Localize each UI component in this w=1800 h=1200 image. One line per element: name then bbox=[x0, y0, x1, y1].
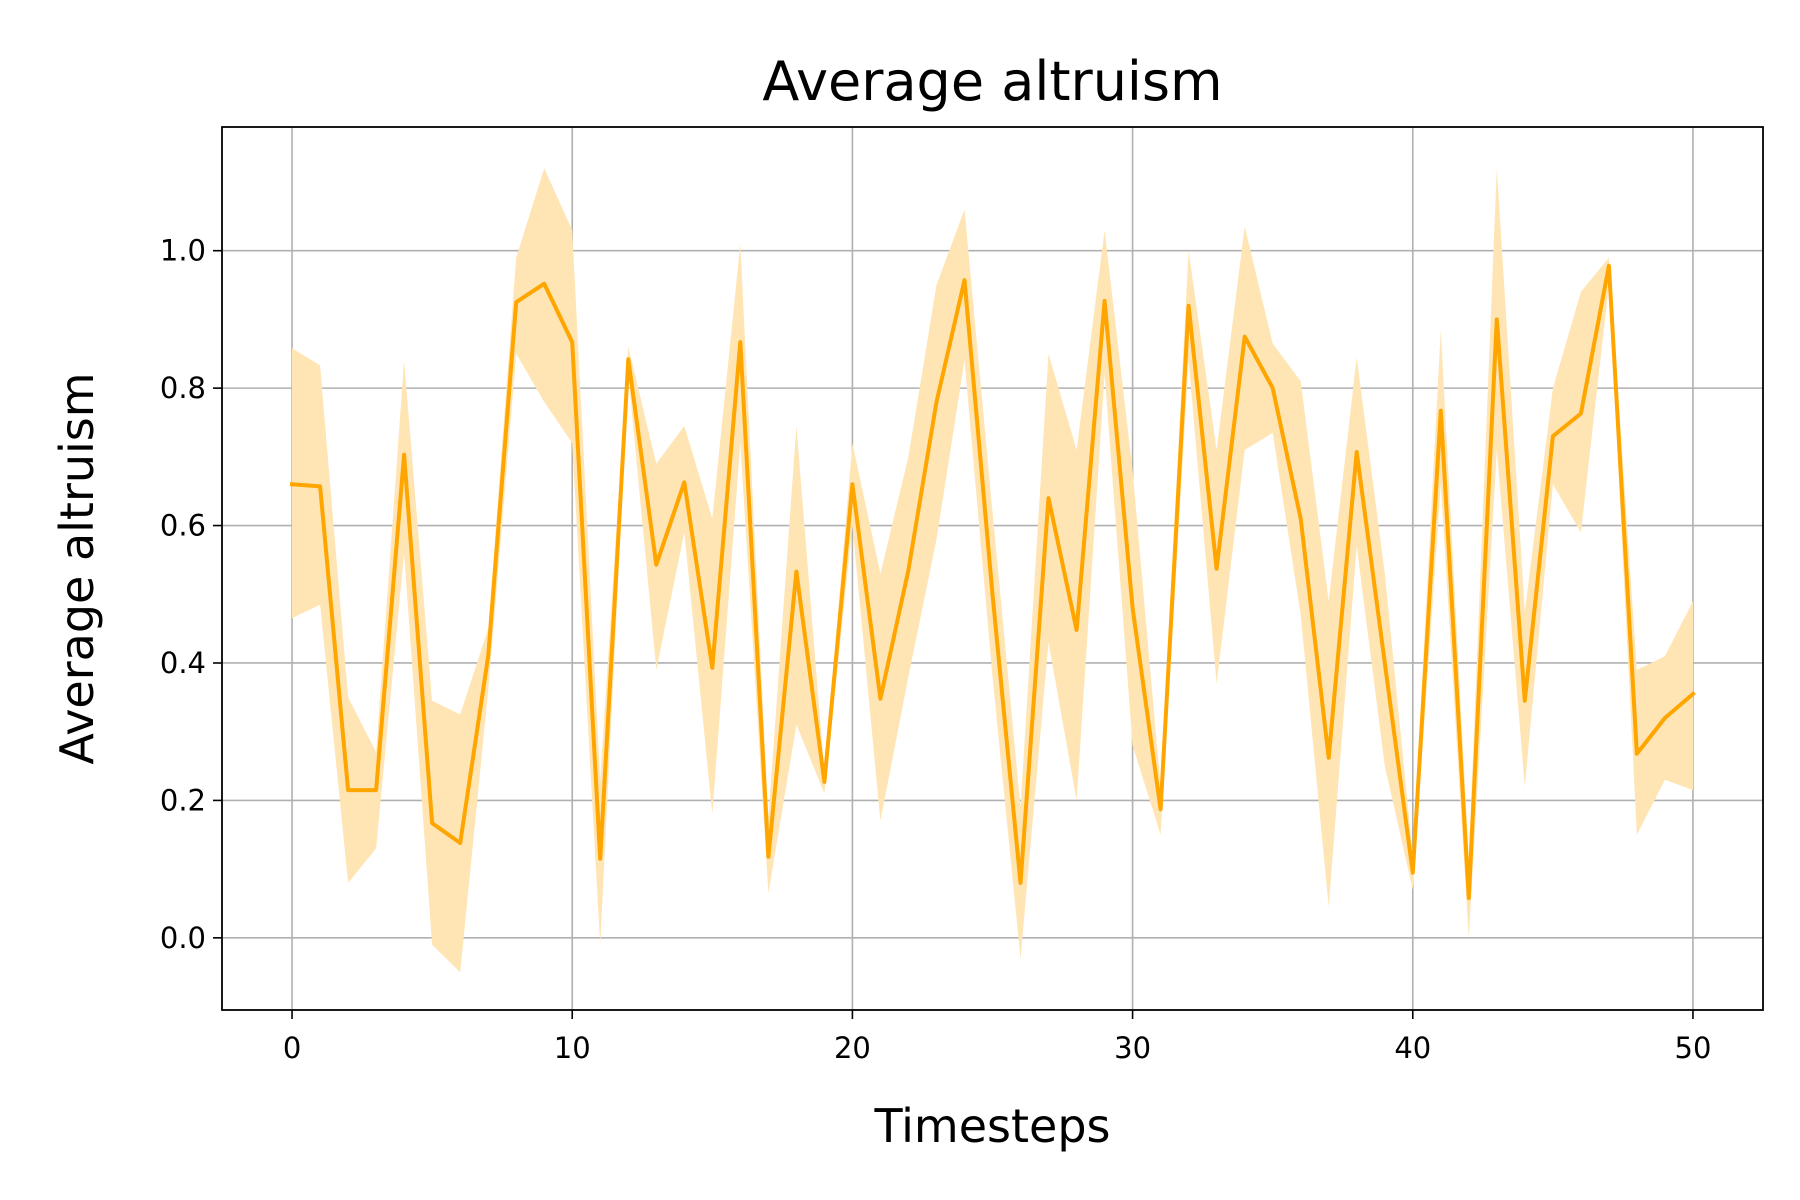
confidence-band bbox=[292, 168, 1693, 973]
x-tick-label-4: 40 bbox=[1394, 1031, 1431, 1065]
y-axis-ticks: 0.0 0.2 0.4 0.6 0.8 1.0 bbox=[160, 234, 222, 955]
y-tick-label-2: 0.4 bbox=[160, 646, 206, 680]
y-tick-label-3: 0.6 bbox=[160, 509, 206, 543]
x-tick-label-2: 20 bbox=[834, 1031, 871, 1065]
x-tick-label-0: 0 bbox=[283, 1031, 301, 1065]
x-tick-label-1: 10 bbox=[554, 1031, 591, 1065]
chart-title: Average altruism bbox=[762, 50, 1222, 113]
x-axis-ticks: 0 10 20 30 40 50 bbox=[283, 1010, 1712, 1065]
y-tick-label-4: 0.8 bbox=[160, 371, 206, 405]
series-line-group bbox=[289, 263, 1696, 900]
x-tick-label-5: 50 bbox=[1675, 1031, 1712, 1065]
y-tick-label-5: 1.0 bbox=[160, 234, 206, 268]
y-axis-title: Average altruism bbox=[50, 372, 104, 764]
series-line bbox=[289, 263, 1696, 900]
y-tick-label-0: 0.0 bbox=[160, 921, 206, 955]
plot-frame bbox=[221, 126, 1764, 1011]
x-axis-title: Timesteps bbox=[873, 1099, 1110, 1153]
confidence-band-area bbox=[292, 168, 1693, 973]
y-tick-label-1: 0.2 bbox=[160, 783, 206, 817]
x-tick-label-3: 30 bbox=[1114, 1031, 1151, 1065]
